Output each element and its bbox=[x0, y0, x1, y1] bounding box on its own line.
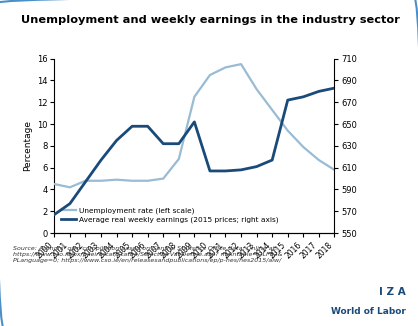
Text: World of Labor: World of Labor bbox=[331, 307, 405, 316]
Y-axis label: Percentage: Percentage bbox=[23, 120, 33, 171]
Text: I Z A: I Z A bbox=[379, 287, 405, 297]
Text: Unemployment and weekly earnings in the industry sector: Unemployment and weekly earnings in the … bbox=[21, 15, 400, 25]
Text: Source: Authors’ own compilation based on Central Statistics Office data. Online: Source: Authors’ own compilation based o… bbox=[13, 246, 282, 263]
Legend: Unemployment rate (left scale), Average real weekly earnings (2015 prices; right: Unemployment rate (left scale), Average … bbox=[58, 204, 282, 226]
